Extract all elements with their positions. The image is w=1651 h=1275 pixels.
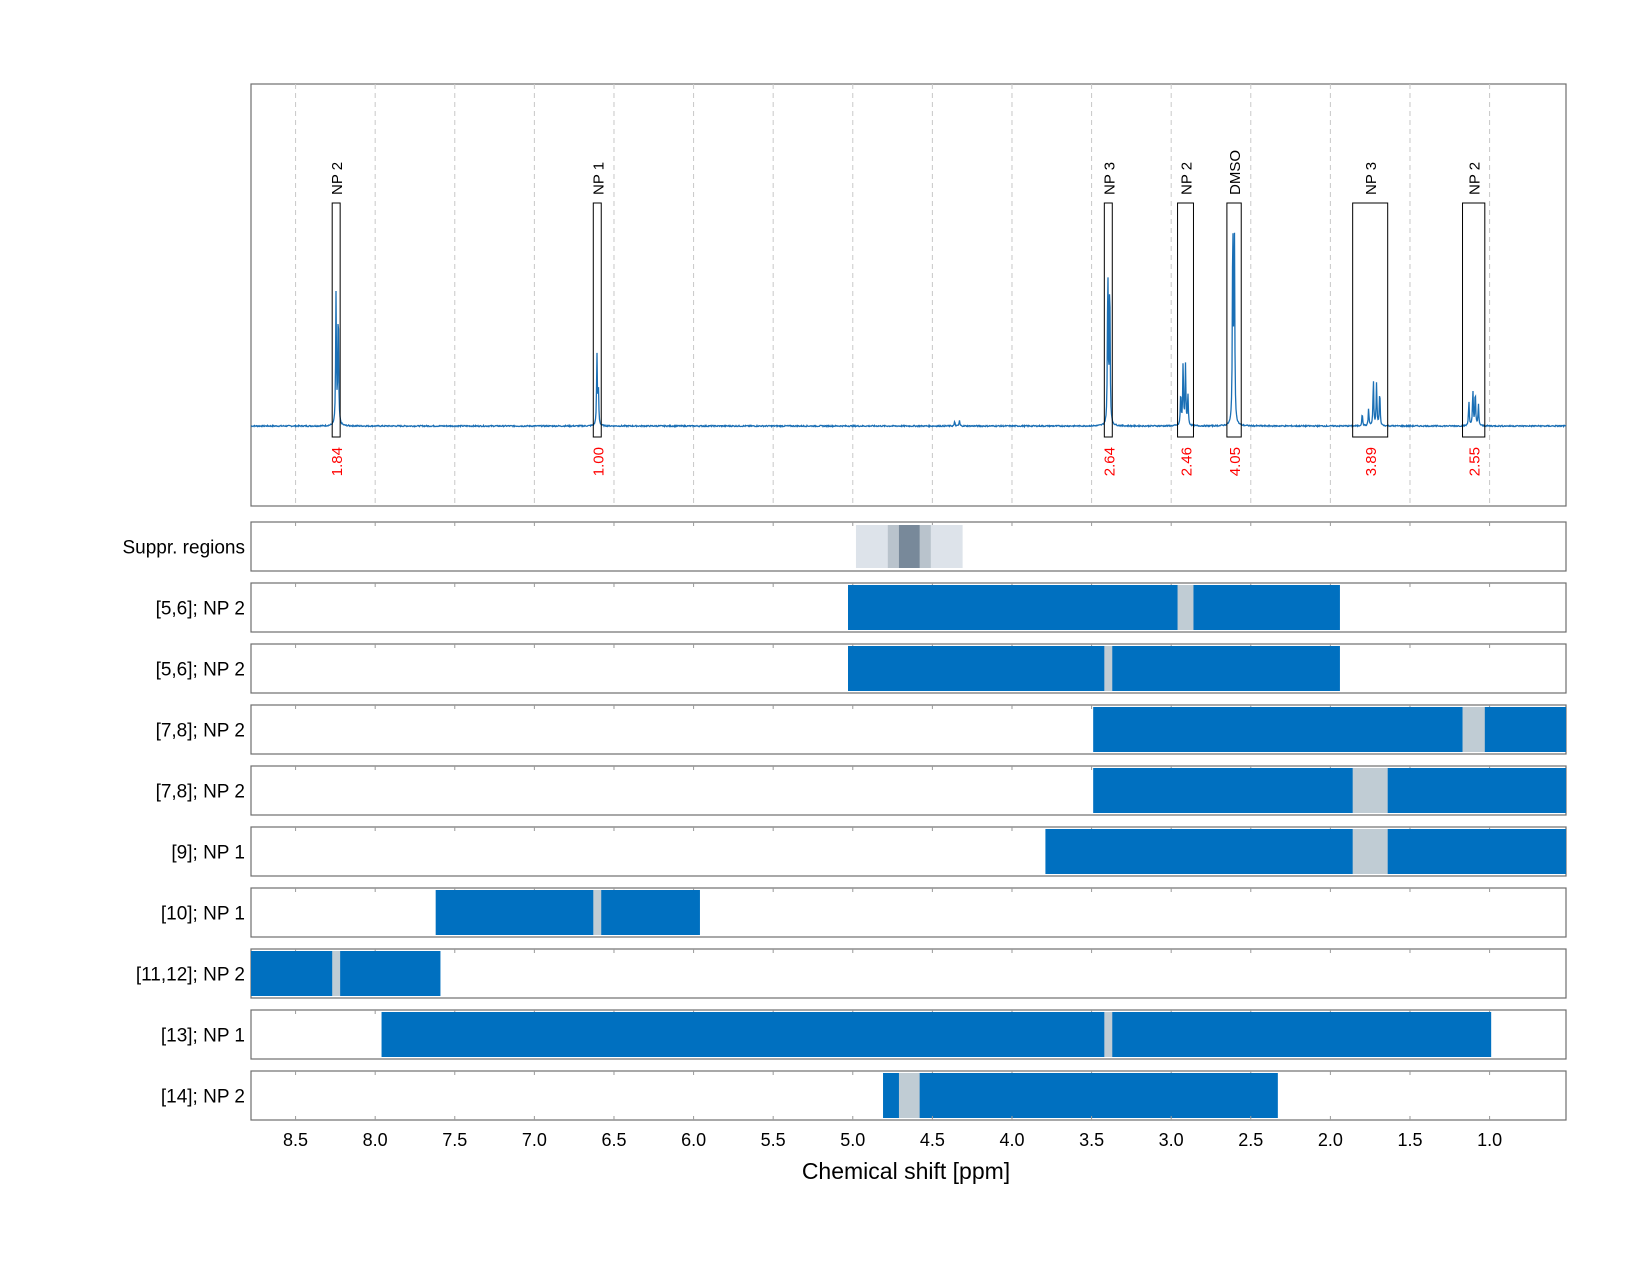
x-tick-label: 2.0 [1318,1130,1343,1150]
region-gap [898,1073,920,1118]
region-tracks: Suppr. regions [5,6]; NP 2 [5,6]; NP 2 [7,8… [122,521,1567,1121]
x-tick-label: 1.0 [1477,1130,1502,1150]
region-track: [9]; NP 1 [171,826,1567,877]
track-suppr-regions: Suppr. regions [122,521,1567,572]
region-track: [11,12]; NP 2 [136,948,1567,999]
region-gap [1104,646,1113,691]
x-tick-label: 6.0 [681,1130,706,1150]
region-bar [848,585,1340,630]
region-bar [848,646,1340,691]
suppression-band [898,525,920,568]
x-tick-label: 5.5 [761,1130,786,1150]
region-label: DMSO [1227,150,1244,195]
region-label: NP 2 [1467,162,1484,195]
track-label: [5,6]; NP 2 [156,599,245,620]
region-gap [1352,768,1388,813]
track-label: [9]; NP 1 [171,843,245,864]
region-track: [5,6]; NP 2 [156,643,1567,694]
region-bar [251,951,441,996]
region-gap [332,951,341,996]
region-gap [1104,1012,1113,1057]
track-label: [7,8]; NP 2 [156,721,245,742]
x-axis-label: Chemical shift [ppm] [802,1158,1010,1184]
track-label: [11,12]; NP 2 [136,965,245,986]
x-tick-label: 4.5 [920,1130,945,1150]
x-tick-label: 1.5 [1397,1130,1422,1150]
region-bar [435,890,700,935]
track-label: [7,8]; NP 2 [156,782,245,803]
region-track: [7,8]; NP 2 [156,765,1567,816]
region-label: NP 3 [1363,162,1380,195]
region-bar [1093,768,1566,813]
integral-value: 2.46 [1179,447,1196,476]
region-bar [381,1012,1492,1057]
region-label: NP 3 [1101,162,1118,195]
region-label: NP 2 [1179,162,1196,195]
integral-value: 4.05 [1227,447,1244,476]
region-bar [1093,707,1566,752]
integral-value: 1.00 [590,447,607,476]
x-tick-label: 7.0 [522,1130,547,1150]
x-tick-label: 7.5 [442,1130,467,1150]
track-label: [5,6]; NP 2 [156,660,245,681]
track-label: [13]; NP 1 [161,1026,245,1047]
region-track: [14]; NP 2 [161,1070,1567,1121]
region-bar [883,1073,1278,1118]
x-tick-label: 3.0 [1159,1130,1184,1150]
spectrum-panel: NP 2 1.84 NP 1 1.00 NP 3 2.64 NP 2 2.46 DMSO 4.05… [250,83,1567,507]
integral-value: 2.64 [1101,447,1118,476]
x-tick-label: 8.0 [363,1130,388,1150]
integral-value: 2.55 [1467,447,1484,476]
x-tick-label: 6.5 [601,1130,626,1150]
region-track: [13]; NP 1 [161,1009,1567,1060]
integration-box [1462,202,1486,438]
integral-value: 3.89 [1363,447,1380,476]
region-label: NP 2 [329,162,346,195]
integration-box [592,202,602,438]
x-tick-label: 5.0 [840,1130,865,1150]
track-label: [14]; NP 2 [161,1087,245,1108]
region-track: [7,8]; NP 2 [156,704,1567,755]
region-label: NP 1 [590,162,607,195]
x-tick-label: 4.0 [999,1130,1024,1150]
integration-box [1177,202,1194,438]
region-track: [5,6]; NP 2 [156,582,1567,633]
x-tick-label: 2.5 [1238,1130,1263,1150]
region-track: [10]; NP 1 [161,887,1567,938]
track-frame [250,948,1567,999]
region-gap [1462,707,1485,752]
region-bar [1045,829,1566,874]
integration-box [1226,202,1242,438]
integral-value: 1.84 [329,447,346,476]
track-label: Suppr. regions [122,538,245,559]
region-gap [593,890,602,935]
integration-box [331,202,341,438]
x-tick-label: 3.5 [1079,1130,1104,1150]
integration-box [1352,202,1389,438]
spectrum-frame [250,83,1567,507]
spectrum-line [250,232,1567,429]
track-label: [10]; NP 1 [161,904,245,925]
region-gap [1352,829,1388,874]
region-gap [1177,585,1194,630]
x-axis: Chemical shift [ppm] 8.5 8.0 7.5 7.0 6.5 6.0 5… [283,1116,1502,1184]
integration-box [1103,202,1113,438]
x-tick-label: 8.5 [283,1130,308,1150]
